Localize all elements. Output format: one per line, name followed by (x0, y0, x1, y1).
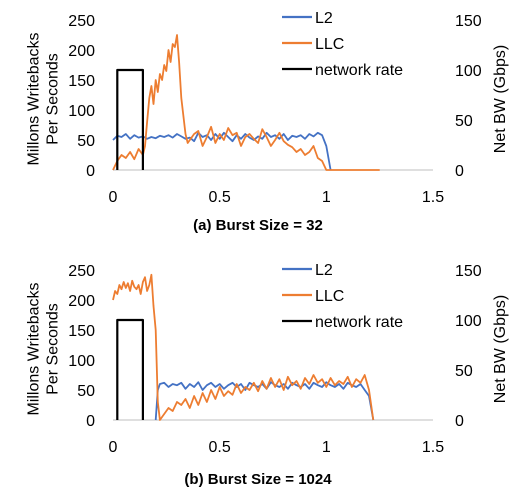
y-left-axis-label: Millons Writebacks Per Seconds (25, 282, 61, 415)
y-left-tick-label: 50 (77, 383, 95, 400)
legend-label: LLC (315, 36, 344, 53)
y-right-tick-label: 50 (455, 363, 473, 380)
x-tick-label: 0.5 (209, 439, 231, 456)
chart-caption: (a) Burst Size = 32 (193, 217, 323, 234)
legend-label: network rate (315, 62, 403, 79)
y-right-tick-label: 100 (455, 313, 482, 330)
x-tick-label: 1.5 (422, 189, 444, 206)
y-left-tick-label: 150 (68, 323, 95, 340)
y-left-tick-label: 200 (68, 293, 95, 310)
y-right-tick-label: 0 (455, 413, 464, 430)
y-right-tick-label: 150 (455, 13, 482, 30)
x-tick-label: 1.5 (422, 439, 444, 456)
y-left-axis-label-line: Millons Writebacks (25, 32, 42, 165)
y-right-axis-label: Net BW (Gbps) (492, 45, 509, 153)
legend: L2 LLC network rate (282, 10, 403, 79)
y-left-tick-label: 50 (77, 133, 95, 150)
legend: L2 LLC network rate (282, 262, 403, 331)
y-left-tick-label: 250 (68, 263, 95, 280)
x-tick-label: 1 (322, 189, 331, 206)
series-line-llc (112, 34, 380, 171)
chart-caption: (b) Burst Size = 1024 (184, 471, 332, 488)
y-right-tick-label: 50 (455, 113, 473, 130)
x-tick-label: 1 (322, 439, 331, 456)
y-left-tick-label: 0 (86, 413, 95, 430)
chart-panel-1: 0 0.5 1 1.5 0 50 100 150 200 250 0 50 100 150 Millons … (25, 10, 509, 234)
y-left-tick-label: 100 (68, 353, 95, 370)
x-tick-label: 0 (109, 439, 118, 456)
legend-label: L2 (315, 10, 333, 27)
chart-panel-2: 0 0.5 1 1.5 0 50 100 150 200 250 0 50 100 150 Millons … (25, 262, 509, 488)
y-right-tick-label: 150 (455, 263, 482, 280)
legend-label: LLC (315, 288, 344, 305)
x-tick-label: 0.5 (209, 189, 231, 206)
y-left-tick-label: 200 (68, 43, 95, 60)
y-left-tick-label: 0 (86, 163, 95, 180)
series-line-network-rate (116, 68, 144, 170)
y-right-axis-label: Net BW (Gbps) (492, 295, 509, 403)
y-left-axis-label-line: Millons Writebacks (25, 282, 42, 415)
legend-label: L2 (315, 262, 333, 279)
y-right-tick-label: 0 (455, 163, 464, 180)
legend-label: network rate (315, 314, 403, 331)
y-left-axis-label-line: Per Seconds (45, 53, 62, 145)
y-left-tick-label: 150 (68, 73, 95, 90)
series-line-l2 (154, 381, 375, 421)
series-line-network-rate (116, 318, 144, 420)
y-left-axis-label-line: Per Seconds (45, 303, 62, 395)
y-left-axis-label: Millons Writebacks Per Seconds (25, 32, 61, 165)
y-right-tick-label: 100 (455, 63, 482, 80)
series-line-llc (112, 273, 375, 421)
x-tick-label: 0 (109, 189, 118, 206)
y-left-tick-label: 250 (68, 13, 95, 30)
y-left-tick-label: 100 (68, 103, 95, 120)
